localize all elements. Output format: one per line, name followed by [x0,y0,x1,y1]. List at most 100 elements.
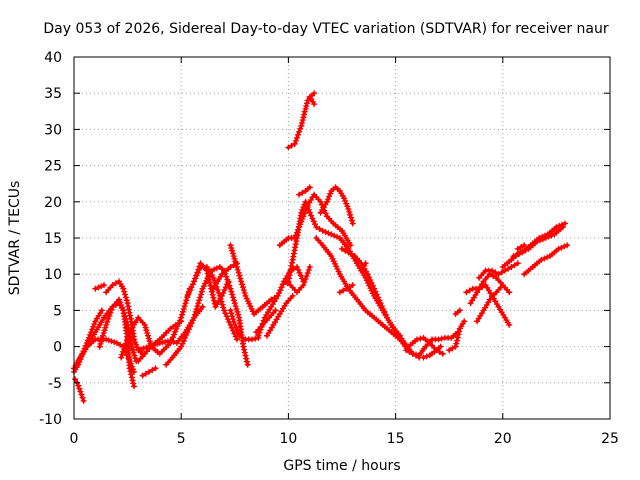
data-point [503,316,507,320]
series-track-33 [420,343,444,361]
data-point [265,334,269,338]
data-point [228,323,233,327]
data-point [171,355,175,360]
data-point [507,290,511,294]
data-point [132,384,136,389]
data-point [136,359,140,363]
data-point [121,287,125,291]
data-point [308,265,312,269]
data-point [477,276,481,280]
data-point [503,268,507,273]
series-track-20 [264,292,296,339]
data-point [115,341,119,345]
data-point [359,268,363,273]
data-point [286,236,290,240]
y-tick-label: 5 [53,303,62,319]
series-track-42 [514,242,528,252]
series-track-39 [476,260,521,281]
data-point [406,345,411,349]
data-point [554,225,559,229]
data-point [192,316,196,320]
data-point [102,316,106,320]
x-axis-label: GPS time / hours [283,458,400,474]
data-point [516,261,520,265]
data-point [344,287,348,291]
data-point [563,221,567,226]
series-line [254,308,278,334]
data-point [338,272,342,276]
data-point [297,192,301,197]
series-track-38 [474,282,506,325]
data-point [462,319,466,323]
data-point [421,355,426,360]
data-point [261,305,265,309]
data-point [186,330,190,334]
data-point [394,330,398,334]
y-tick-label: -5 [48,376,62,392]
data-point [381,323,385,327]
x-tick-label: 0 [70,431,79,447]
data-point [402,341,406,345]
data-point [110,283,115,287]
data-point [436,337,441,341]
series-track-28 [339,245,416,357]
data-point [516,247,520,251]
data-point [226,279,230,284]
data-point [205,268,209,273]
data-point [308,211,312,215]
data-point [434,348,438,352]
data-point [175,341,179,345]
data-point [235,265,239,269]
series-track-34 [446,318,468,354]
data-point [299,211,303,215]
data-point [312,102,316,106]
data-point [501,283,505,287]
data-point [278,312,282,316]
data-point [303,200,308,204]
data-point [556,247,561,251]
data-point [128,366,132,370]
data-point [250,337,254,341]
data-point [346,207,351,211]
data-point [430,337,434,341]
data-point [147,345,151,349]
data-point [366,272,370,276]
data-point [286,145,290,150]
data-point [404,348,408,352]
data-point [303,189,308,193]
data-point [89,330,93,334]
series-markers [92,282,107,292]
data-point [186,294,190,298]
data-point [520,250,524,255]
data-point [321,243,325,247]
data-point [496,272,501,276]
data-point [263,316,267,320]
data-point [447,348,451,352]
data-point [295,236,299,240]
series-track-29 [336,282,356,296]
data-point [351,283,355,287]
data-point [168,339,173,343]
series-track-27 [313,235,412,354]
data-point [484,283,488,287]
data-point [128,330,132,334]
data-point [126,301,130,305]
data-point [428,341,432,345]
data-point [286,279,290,284]
data-point [439,345,443,349]
data-point [494,276,498,280]
x-tick-label: 20 [494,431,512,447]
data-point [378,301,383,305]
data-point [291,294,295,298]
data-point [529,243,533,247]
data-point [179,345,183,349]
y-tick-label: 15 [44,231,62,247]
x-tick-label: 10 [279,431,297,447]
data-point [98,345,102,349]
chart-title: Day 053 of 2026, Sidereal Day-to-day VTE… [43,21,609,37]
data-point [329,232,333,236]
data-point [312,91,316,95]
data-point [141,373,145,378]
data-point [119,355,123,360]
data-point [488,297,492,302]
